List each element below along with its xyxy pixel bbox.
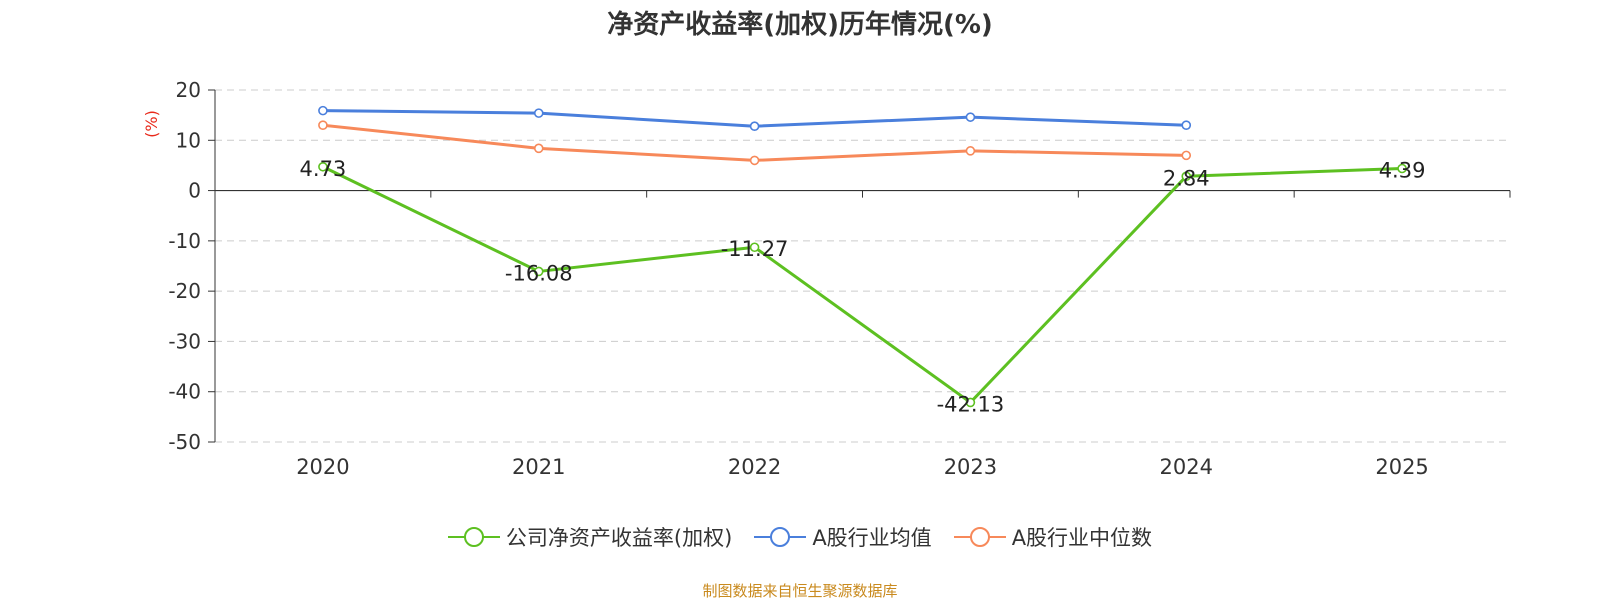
x-tick-label: 2022 xyxy=(728,455,781,479)
data-label: -16.08 xyxy=(505,261,573,285)
y-tick-label: 20 xyxy=(176,78,201,102)
source-note: 制图数据来自恒生聚源数据库 xyxy=(702,582,898,600)
legend-marker-circle xyxy=(463,527,484,547)
chart-title: 净资产收益率(加权)历年情况(%) xyxy=(607,10,993,40)
x-tick-label: 2024 xyxy=(1160,455,1213,479)
legend-label: A股行业中位数 xyxy=(1011,526,1153,550)
legend-item[interactable]: A股行业中位数 xyxy=(953,522,1153,552)
axes: 20 10 0 -10 -20 -30 -40 -50 2020 2021 2022 2023 2024… xyxy=(142,78,1511,479)
data-point xyxy=(1181,171,1192,182)
series-lines xyxy=(318,105,1407,408)
legend-item[interactable]: A股行业均值 xyxy=(754,522,932,552)
y-axis-title: (%) xyxy=(142,110,161,138)
y-tick-label: -40 xyxy=(168,380,201,404)
data-point xyxy=(965,397,976,408)
data-point xyxy=(1397,163,1407,174)
data-point xyxy=(1181,120,1192,130)
legend-label: 公司净资产收益率(加权) xyxy=(505,526,733,550)
data-point xyxy=(318,120,328,130)
data-point xyxy=(749,155,760,166)
legend-marker-icon xyxy=(754,527,807,547)
x-tick-label: 2020 xyxy=(296,455,349,479)
data-label: 4.39 xyxy=(1379,158,1426,182)
data-point xyxy=(533,143,544,154)
legend-marker-circle xyxy=(770,527,791,547)
grid-lines xyxy=(215,89,1510,443)
legend: 公司净资产收益率(加权) A股行业均值 A股行业中位数 xyxy=(0,522,1600,552)
y-tick-label: -50 xyxy=(168,430,201,454)
y-tick-label: -10 xyxy=(168,229,201,253)
data-labels: 4.73 -16.08 -11.27 -42.13 2.84 4.39 xyxy=(300,157,1426,417)
data-point xyxy=(533,108,544,118)
series-line-0 xyxy=(322,165,1403,404)
y-tick-label: 10 xyxy=(176,128,201,152)
data-label: -42.13 xyxy=(937,392,1005,416)
data-point xyxy=(1181,150,1192,161)
y-tick-label: -20 xyxy=(168,279,201,303)
data-point xyxy=(965,112,976,122)
data-label: -11.27 xyxy=(721,237,789,261)
legend-marker-icon xyxy=(447,527,500,547)
data-point xyxy=(965,146,976,156)
y-tick-label: -30 xyxy=(168,329,201,353)
data-label: 4.73 xyxy=(300,157,347,181)
data-point xyxy=(533,266,544,277)
x-tick-label: 2025 xyxy=(1375,455,1428,479)
x-tick-label: 2021 xyxy=(512,455,565,479)
legend-label: A股行业均值 xyxy=(812,526,932,550)
data-label: 2.84 xyxy=(1163,166,1210,190)
legend-item[interactable]: 公司净资产收益率(加权) xyxy=(447,522,733,552)
data-point xyxy=(318,105,328,116)
data-point xyxy=(749,121,760,132)
x-tick-label: 2023 xyxy=(944,455,997,479)
legend-marker-icon xyxy=(953,527,1006,547)
legend-marker-circle xyxy=(969,527,990,547)
y-tick-label: 0 xyxy=(188,179,201,203)
data-point xyxy=(318,161,328,172)
data-point xyxy=(749,242,760,253)
